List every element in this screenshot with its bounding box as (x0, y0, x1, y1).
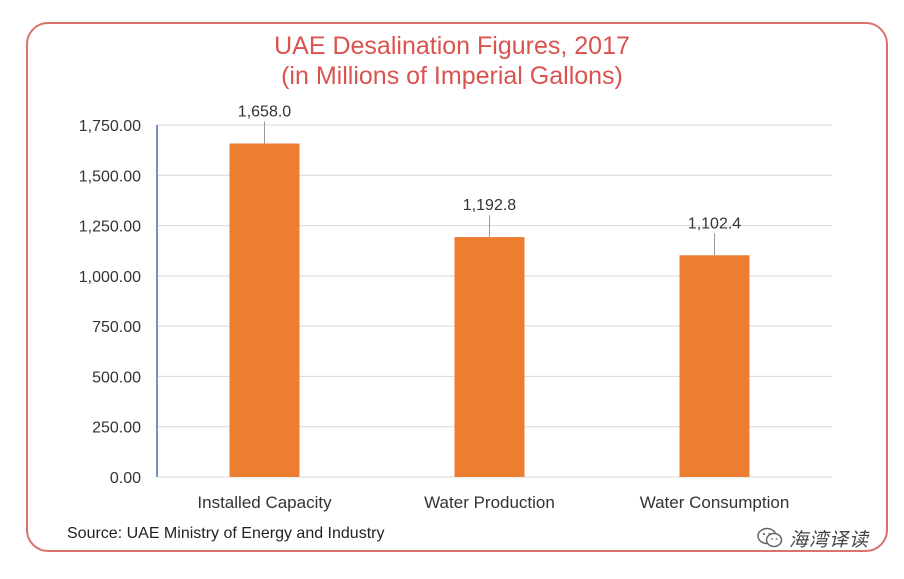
bar (454, 237, 525, 477)
chart-title: UAE Desalination Figures, 2017 (274, 32, 630, 60)
bars (229, 143, 750, 478)
wechat-icon (757, 527, 783, 548)
y-tick-label: 1,500.00 (79, 168, 141, 185)
bar (229, 143, 300, 478)
y-tick-label: 1,000.00 (79, 269, 141, 286)
y-tick-label: 0.00 (110, 470, 141, 487)
data-labels: 1,658.0 1,192.8 1,102.4 (238, 104, 741, 233)
watermark: 海湾译读 (757, 523, 887, 553)
data-label: 1,658.0 (238, 104, 291, 121)
source-note: Source: UAE Ministry of Energy and Indus… (67, 525, 385, 542)
y-tick-label: 750.00 (92, 319, 141, 336)
data-label-leaders (264, 121, 715, 256)
y-tick-label: 1,250.00 (79, 219, 141, 236)
category-label: Water Production (424, 493, 555, 512)
category-labels: Installed Capacity Water Production Water … (197, 493, 789, 512)
chart-subtitle: (in Millions of Imperial Gallons) (281, 62, 623, 90)
watermark-text: 海湾译读 (789, 529, 870, 551)
y-tick-label: 1,750.00 (79, 118, 141, 135)
y-tick-label: 250.00 (92, 420, 141, 437)
bar (679, 255, 750, 477)
category-label: Water Consumption (640, 493, 790, 512)
data-label: 1,192.8 (463, 197, 516, 214)
y-tick-label: 500.00 (92, 369, 141, 386)
category-label: Installed Capacity (197, 493, 332, 512)
y-axis-ticks: 0.00 250.00 500.00 750.00 1,000.00 1,250.00 1,… (79, 118, 141, 487)
data-label: 1,102.4 (688, 215, 741, 232)
